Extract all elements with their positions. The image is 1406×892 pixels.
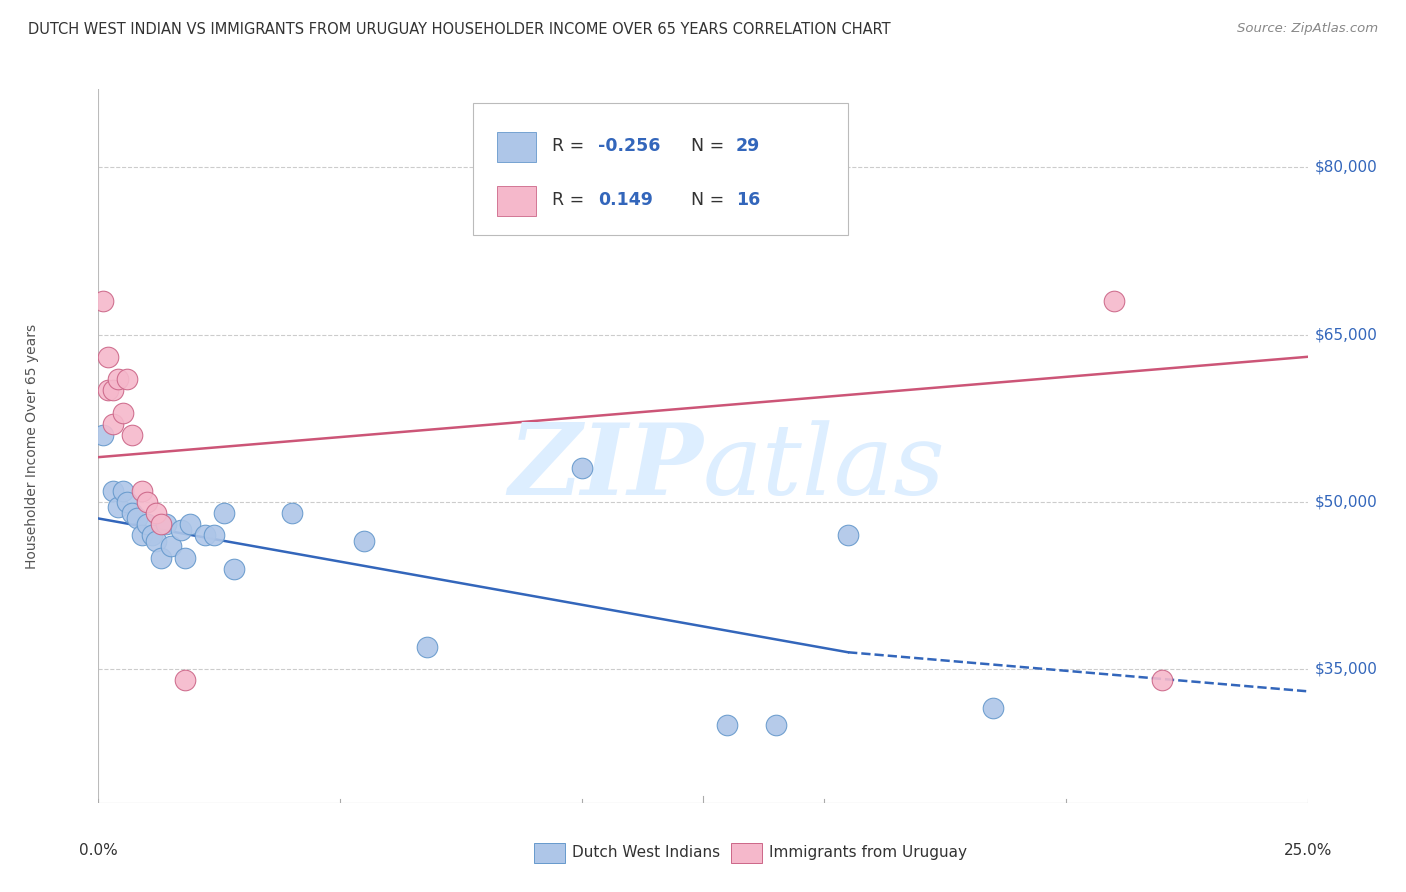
Text: $65,000: $65,000 (1315, 327, 1378, 342)
Text: -0.256: -0.256 (598, 137, 661, 155)
Point (353, 533, 375, 548)
Point (117, 494, 139, 508)
Point (416, 640, 439, 654)
Point (131, 528, 153, 542)
Point (121, 506, 143, 520)
Point (101, 384, 124, 398)
Point (716, 717, 738, 731)
Point (97, 384, 120, 398)
Point (837, 528, 859, 542)
FancyBboxPatch shape (474, 103, 848, 235)
FancyBboxPatch shape (498, 132, 536, 162)
Text: $35,000: $35,000 (1315, 662, 1378, 676)
Text: 16: 16 (735, 191, 759, 209)
Text: Source: ZipAtlas.com: Source: ZipAtlas.com (1237, 22, 1378, 36)
Text: N =: N = (690, 191, 730, 209)
Text: $50,000: $50,000 (1315, 494, 1378, 509)
Point (135, 516, 157, 531)
Point (107, 372, 129, 386)
Point (281, 506, 304, 520)
Text: Dutch West Indians: Dutch West Indians (572, 846, 720, 860)
Point (91, 293, 114, 308)
Point (127, 511, 149, 525)
FancyBboxPatch shape (498, 186, 536, 216)
Text: atlas: atlas (703, 420, 946, 515)
Point (101, 483, 124, 498)
Point (160, 539, 183, 553)
Point (150, 516, 173, 531)
Point (135, 494, 157, 508)
Point (111, 483, 134, 498)
Point (121, 428, 143, 442)
Text: R =: R = (551, 191, 595, 209)
Point (1102, 293, 1125, 308)
Text: 0.0%: 0.0% (79, 843, 118, 858)
Point (141, 528, 163, 542)
Point (765, 717, 787, 731)
Point (107, 500, 129, 515)
Point (97, 350, 120, 364)
Point (131, 483, 153, 498)
Text: R =: R = (551, 137, 589, 155)
Text: 25.0%: 25.0% (1284, 843, 1331, 858)
Point (571, 461, 593, 475)
Point (222, 562, 245, 576)
Point (91, 428, 114, 442)
Text: DUTCH WEST INDIAN VS IMMIGRANTS FROM URUGUAY HOUSEHOLDER INCOME OVER 65 YEARS CO: DUTCH WEST INDIAN VS IMMIGRANTS FROM URU… (28, 22, 891, 37)
Point (145, 533, 167, 548)
Point (981, 701, 1004, 715)
Point (155, 516, 177, 531)
Point (174, 673, 197, 687)
Text: Householder Income Over 65 years: Householder Income Over 65 years (25, 324, 39, 568)
Point (111, 405, 134, 419)
Point (117, 372, 139, 386)
Point (145, 506, 167, 520)
Point (101, 417, 124, 431)
Text: ZIP: ZIP (508, 419, 703, 516)
Point (1152, 673, 1174, 687)
Point (174, 550, 197, 565)
Text: 0.149: 0.149 (598, 191, 652, 209)
Point (204, 528, 226, 542)
Point (212, 506, 235, 520)
Point (150, 550, 173, 565)
Text: $80,000: $80,000 (1315, 160, 1378, 175)
Point (194, 528, 217, 542)
Text: N =: N = (690, 137, 730, 155)
Point (169, 523, 191, 537)
Text: 29: 29 (735, 137, 759, 155)
Text: Immigrants from Uruguay: Immigrants from Uruguay (769, 846, 967, 860)
Point (179, 516, 201, 531)
